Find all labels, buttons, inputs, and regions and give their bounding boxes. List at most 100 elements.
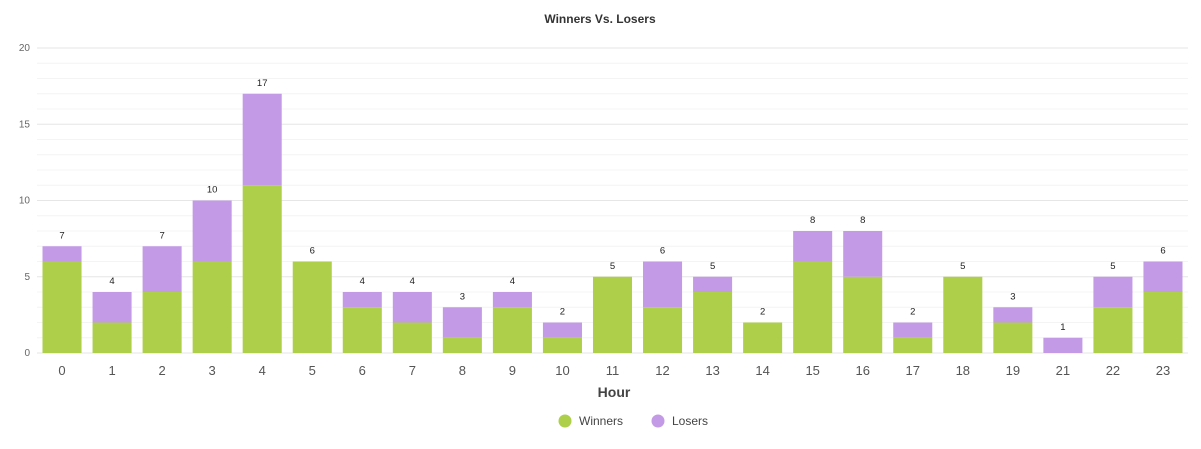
y-tick-label: 5 bbox=[24, 272, 30, 283]
x-tick-label-7: 7 bbox=[409, 363, 416, 378]
chart-title: Winners Vs. Losers bbox=[544, 12, 656, 26]
bar-losers-17[interactable] bbox=[893, 322, 933, 338]
data-label-12: 6 bbox=[660, 246, 665, 257]
x-tick-label-5: 5 bbox=[309, 363, 316, 378]
x-tick-label-23: 23 bbox=[1156, 363, 1170, 378]
y-tick-label: 0 bbox=[24, 348, 30, 359]
data-label-3: 10 bbox=[207, 185, 218, 196]
bar-losers-4[interactable] bbox=[242, 93, 282, 186]
bar-losers-22[interactable] bbox=[1093, 276, 1133, 308]
x-tick-label-19: 19 bbox=[1006, 363, 1020, 378]
legend-item-winners[interactable]: Winners bbox=[558, 414, 624, 428]
data-label-0: 7 bbox=[59, 230, 64, 241]
bar-winners-10[interactable] bbox=[542, 337, 582, 353]
bar-losers-9[interactable] bbox=[492, 292, 532, 308]
x-tick-label-10: 10 bbox=[555, 363, 569, 378]
bar-losers-1[interactable] bbox=[92, 292, 132, 323]
x-tick-label-22: 22 bbox=[1106, 363, 1120, 378]
bar-winners-11[interactable] bbox=[592, 276, 633, 353]
bar-winners-19[interactable] bbox=[993, 322, 1033, 354]
data-label-5: 6 bbox=[310, 246, 315, 257]
legend: Winners Losers bbox=[558, 414, 709, 428]
bar-winners-8[interactable] bbox=[442, 337, 482, 353]
legend-marker-winners bbox=[558, 414, 572, 428]
bar-losers-2[interactable] bbox=[142, 246, 182, 292]
bar-losers-0[interactable] bbox=[42, 246, 82, 262]
bar-losers-23[interactable] bbox=[1143, 261, 1183, 293]
data-label-23: 6 bbox=[1160, 246, 1165, 257]
x-tick-label-4: 4 bbox=[259, 363, 266, 378]
bar-winners-13[interactable] bbox=[693, 292, 733, 353]
data-label-22: 5 bbox=[1110, 261, 1115, 272]
data-label-8: 3 bbox=[460, 291, 465, 302]
data-labels: 7 4 7 10 17 6 4 4 3 4 2 5 6 5 2 8 8 2 5 3 1 5 6 bbox=[59, 78, 1165, 333]
x-tick-label-2: 2 bbox=[158, 363, 165, 378]
x-tick-label-0: 0 bbox=[58, 363, 65, 378]
bar-losers-21[interactable] bbox=[1043, 337, 1083, 353]
bar-losers-7[interactable] bbox=[392, 292, 432, 323]
bar-winners-0[interactable] bbox=[42, 261, 82, 354]
bar-losers-16[interactable] bbox=[843, 231, 883, 277]
x-tick-label-15: 15 bbox=[805, 363, 819, 378]
bar-losers-13[interactable] bbox=[693, 276, 733, 292]
bar-winners-6[interactable] bbox=[342, 307, 382, 353]
x-axis: 0 1 2 3 4 5 6 7 8 9 10 11 12 13 14 15 16 17 18 19 21 22 23 bbox=[58, 363, 1170, 378]
x-tick-label-1: 1 bbox=[108, 363, 115, 378]
bar-losers-3[interactable] bbox=[192, 200, 232, 262]
data-label-21: 1 bbox=[1060, 322, 1065, 333]
bar-losers-15[interactable] bbox=[793, 231, 833, 262]
bar-losers-10[interactable] bbox=[542, 322, 582, 338]
bar-winners-17[interactable] bbox=[893, 337, 933, 353]
data-label-19: 3 bbox=[1010, 291, 1015, 302]
data-label-11: 5 bbox=[610, 261, 615, 272]
x-tick-label-8: 8 bbox=[459, 363, 466, 378]
bar-winners-16[interactable] bbox=[843, 276, 883, 353]
x-tick-label-13: 13 bbox=[705, 363, 719, 378]
y-tick-label: 15 bbox=[19, 119, 31, 130]
bar-winners-12[interactable] bbox=[643, 307, 683, 353]
x-tick-label-18: 18 bbox=[956, 363, 970, 378]
y-tick-label: 20 bbox=[19, 43, 31, 54]
bar-winners-4[interactable] bbox=[242, 185, 282, 353]
x-tick-label-21: 21 bbox=[1056, 363, 1070, 378]
bar-winners-22[interactable] bbox=[1093, 307, 1133, 353]
bar-winners-5[interactable] bbox=[292, 261, 332, 354]
bar-winners-18[interactable] bbox=[943, 276, 983, 353]
bar-winners-15[interactable] bbox=[793, 261, 833, 354]
y-tick-label: 10 bbox=[19, 196, 31, 207]
bar-winners-3[interactable] bbox=[192, 261, 232, 354]
x-tick-label-17: 17 bbox=[906, 363, 920, 378]
data-label-17: 2 bbox=[910, 307, 915, 318]
bar-losers-12[interactable] bbox=[643, 261, 683, 308]
x-tick-label-6: 6 bbox=[359, 363, 366, 378]
x-tick-label-12: 12 bbox=[655, 363, 669, 378]
x-tick-label-16: 16 bbox=[855, 363, 869, 378]
bar-winners-14[interactable] bbox=[743, 322, 783, 354]
legend-label-winners: Winners bbox=[579, 414, 623, 428]
bar-winners-9[interactable] bbox=[492, 307, 532, 353]
data-label-14: 2 bbox=[760, 307, 765, 318]
bar-losers-8[interactable] bbox=[442, 307, 482, 338]
data-label-18: 5 bbox=[960, 261, 965, 272]
bars-group bbox=[42, 93, 1183, 354]
legend-marker-losers bbox=[651, 414, 665, 428]
data-label-10: 2 bbox=[560, 307, 565, 318]
y-axis: 0 5 10 15 20 bbox=[19, 43, 31, 359]
legend-item-losers[interactable]: Losers bbox=[651, 414, 709, 428]
data-label-7: 4 bbox=[410, 276, 415, 287]
data-label-6: 4 bbox=[360, 276, 365, 287]
bar-winners-7[interactable] bbox=[392, 322, 432, 354]
bar-losers-6[interactable] bbox=[342, 292, 382, 308]
data-label-16: 8 bbox=[860, 215, 865, 226]
data-label-2: 7 bbox=[159, 230, 164, 241]
bar-winners-2[interactable] bbox=[142, 292, 182, 353]
bar-winners-1[interactable] bbox=[92, 322, 132, 354]
x-tick-label-11: 11 bbox=[606, 363, 620, 378]
data-label-15: 8 bbox=[810, 215, 815, 226]
x-tick-label-14: 14 bbox=[755, 363, 769, 378]
legend-label-losers: Losers bbox=[672, 414, 708, 428]
bar-losers-19[interactable] bbox=[993, 307, 1033, 323]
x-axis-label: Hour bbox=[598, 384, 631, 400]
bar-winners-23[interactable] bbox=[1143, 292, 1183, 353]
